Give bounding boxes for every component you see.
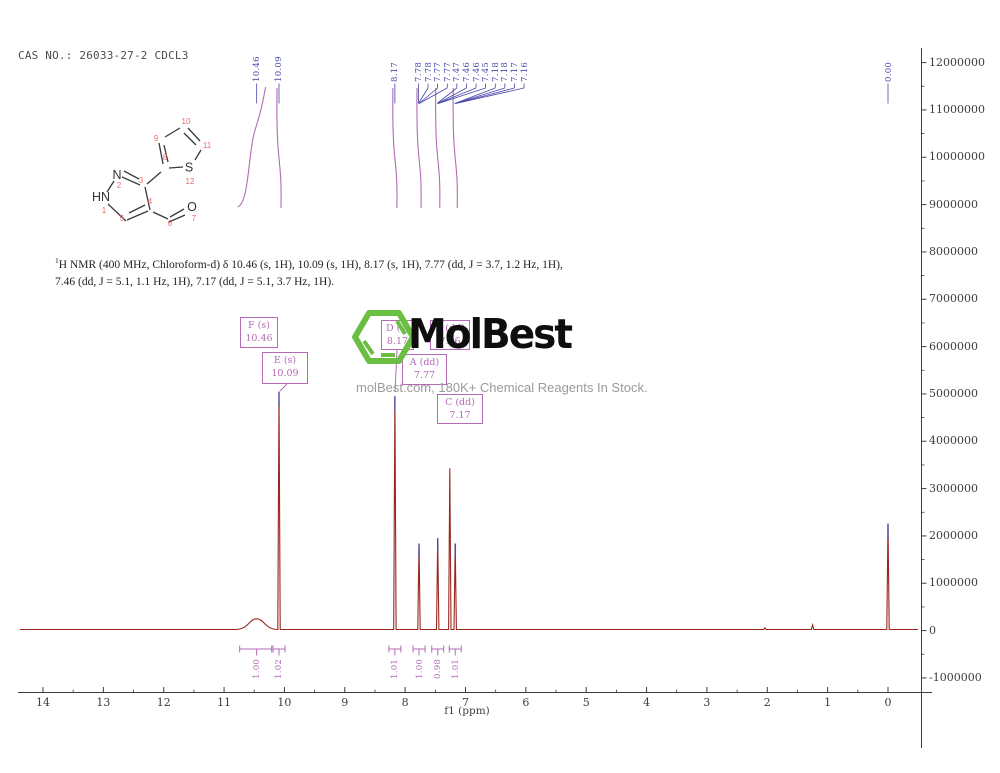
peak-box-f-title: F (s)	[248, 320, 270, 331]
peak-label-connector	[418, 87, 448, 104]
bond-line	[163, 144, 169, 163]
integral-curve	[276, 87, 282, 209]
bond-line	[144, 186, 151, 211]
box-connector-line	[279, 383, 288, 392]
peak-label-connector	[436, 87, 458, 104]
atom-label: HN	[92, 190, 110, 204]
peak-box-e: E (s) 10.09	[262, 352, 308, 384]
atom-number-label: 10	[182, 117, 191, 126]
bond-line	[107, 203, 127, 222]
spectrum-trace	[20, 391, 918, 631]
integral-curve	[237, 86, 267, 208]
peak-box-e-title: E (s)	[273, 355, 297, 366]
nmr-superscript: 1	[55, 256, 59, 265]
bond-line	[194, 149, 202, 161]
bond-line	[158, 142, 164, 165]
bond-line	[168, 166, 184, 169]
atom-number-label: 2	[117, 181, 122, 190]
box-connector-line	[394, 349, 398, 393]
peak-box-c: C (dd) 7.17	[437, 394, 483, 424]
atom-number-label: 11	[203, 141, 212, 150]
peak-label-connector	[418, 87, 438, 104]
integral-curve	[392, 87, 398, 209]
atom-label: O	[187, 200, 197, 214]
nmr-description: 1H NMR (400 MHz, Chloroform-d) δ 10.46 (…	[55, 256, 615, 290]
atom-number-label: 9	[154, 134, 159, 143]
atom-number-label: 1	[102, 206, 107, 215]
peak-box-b-title: B (dd)	[435, 323, 465, 334]
peak-box-a-shift: 7.77	[413, 369, 436, 381]
brand-tagline: molBest.com, 180K+ Chemical Reagents In …	[356, 380, 648, 395]
peak-label-connector	[438, 87, 486, 104]
peak-box-b-shift: 7.46	[439, 335, 461, 347]
peak-box-f-shift: 10.46	[245, 332, 273, 344]
bond-line	[146, 171, 162, 185]
peak-box-e-shift: 10.09	[271, 367, 299, 379]
peak-box-b: B (dd) 7.46	[430, 320, 470, 350]
integral-curve	[452, 87, 458, 209]
peak-label-connector	[418, 87, 429, 104]
bond-line	[152, 211, 169, 220]
atom-number-label: 8	[163, 153, 168, 162]
peak-label-connector	[454, 87, 496, 104]
bond-line	[121, 176, 141, 186]
bond-line	[164, 127, 181, 138]
bond-line	[169, 208, 185, 218]
peak-label-connector	[437, 87, 467, 104]
bond-line	[126, 210, 149, 221]
atom-number-label: 12	[186, 177, 195, 186]
integral-curve	[416, 87, 422, 209]
bond-line	[123, 170, 140, 180]
nmr-line-2: 7.46 (dd, J = 5.1, 1.1 Hz, 1H), 7.17 (dd…	[55, 275, 335, 288]
integral-curve	[435, 87, 441, 209]
peak-box-d-title: D (s)	[386, 323, 409, 334]
peak-label-connector	[455, 87, 525, 104]
bond-line	[168, 214, 186, 223]
bond-line	[106, 180, 115, 193]
peak-box-a-title: A (dd)	[409, 357, 440, 368]
nmr-line-1: H NMR (400 MHz, Chloroform-d) δ 10.46 (s…	[58, 258, 563, 271]
cas-number-line: CAS NO.: 26033-27-2 CDCL3	[18, 49, 189, 62]
peak-box-f: F (s) 10.46	[240, 317, 278, 348]
peak-label-connector	[455, 87, 515, 104]
atom-label: S	[185, 161, 193, 175]
bond-line	[183, 132, 197, 146]
atom-label: N	[112, 168, 121, 182]
peak-label-connector	[437, 87, 477, 104]
peak-box-a: A (dd) 7.77	[402, 354, 447, 385]
peak-label-connector	[454, 87, 505, 104]
bond-line	[187, 127, 201, 142]
atom-number-label: 7	[192, 214, 197, 223]
benzene-hexagon-icon	[352, 310, 416, 364]
atom-number-label: 4	[148, 197, 153, 206]
brand-wordmark: MolBest	[408, 311, 573, 359]
atom-number-label: 6	[168, 219, 173, 228]
peak-box-c-shift: 7.17	[449, 409, 471, 421]
atom-number-label: 5	[120, 214, 125, 223]
peak-box-c-title: C (dd)	[445, 397, 475, 408]
peak-box-d-shift: 8.17	[386, 335, 409, 347]
atom-number-label: 3	[139, 176, 144, 185]
bond-line	[128, 204, 146, 214]
